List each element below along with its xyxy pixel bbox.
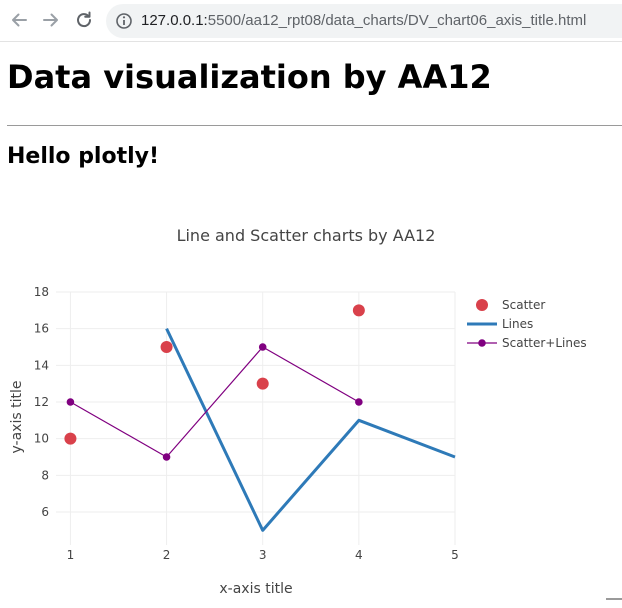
chart-grid [56, 292, 455, 545]
y-tick-label: 16 [34, 322, 49, 336]
url-host: 127.0.0.1: [141, 12, 208, 29]
y-tick-label: 18 [34, 285, 49, 299]
divider [7, 125, 622, 126]
data-point[interactable] [67, 398, 75, 406]
data-point[interactable] [64, 433, 76, 445]
y-tick-label: 10 [34, 432, 49, 446]
legend-item-label[interactable]: Scatter+Lines [502, 336, 587, 350]
back-button[interactable] [6, 7, 32, 33]
browser-toolbar: 127.0.0.1:5500/aa12_rpt08/data_charts/DV… [0, 0, 622, 42]
arrow-right-icon [41, 10, 61, 30]
info-icon[interactable] [115, 12, 133, 30]
y-tick-label: 6 [41, 505, 49, 519]
x-tick-label: 3 [259, 548, 267, 562]
y-tick-label: 14 [34, 358, 49, 372]
data-point[interactable] [257, 378, 269, 390]
arrow-left-icon [9, 10, 29, 30]
scrollbar-thumb[interactable] [606, 598, 622, 600]
forward-button[interactable] [38, 7, 64, 33]
legend-swatch-marker [478, 339, 486, 347]
url-path: 5500/aa12_rpt08/data_charts/DV_chart06_a… [208, 12, 587, 29]
series-line [167, 329, 455, 531]
legend-swatch [476, 299, 488, 311]
x-tick-label: 1 [67, 548, 75, 562]
x-axis-title: x-axis title [219, 581, 292, 597]
x-tick-label: 2 [163, 548, 171, 562]
data-point[interactable] [259, 343, 267, 351]
reload-button[interactable] [71, 7, 97, 33]
data-point[interactable] [163, 453, 171, 461]
x-tick-label: 5 [451, 548, 459, 562]
x-tick-label: 4 [355, 548, 363, 562]
chart-series [64, 304, 455, 530]
y-axis-title: y-axis title [9, 381, 25, 454]
chart-title: Line and Scatter charts by AA12 [177, 226, 436, 245]
y-tick-label: 8 [41, 468, 49, 482]
address-bar[interactable]: 127.0.0.1:5500/aa12_rpt08/data_charts/DV… [106, 4, 622, 38]
legend-item-label[interactable]: Lines [502, 317, 533, 331]
data-point[interactable] [353, 304, 365, 316]
chart-legend[interactable]: Scatter Lines Scatter+Lines [467, 298, 587, 350]
data-point[interactable] [355, 398, 363, 406]
reload-icon [74, 10, 94, 30]
page-title: Data visualization by AA12 [7, 55, 492, 99]
url-text[interactable]: 127.0.0.1:5500/aa12_rpt08/data_charts/DV… [141, 12, 586, 29]
legend-item-label[interactable]: Scatter [502, 298, 545, 312]
y-tick-label: 12 [34, 395, 49, 409]
data-point[interactable] [161, 341, 173, 353]
page-subtitle: Hello plotly! [7, 142, 159, 172]
